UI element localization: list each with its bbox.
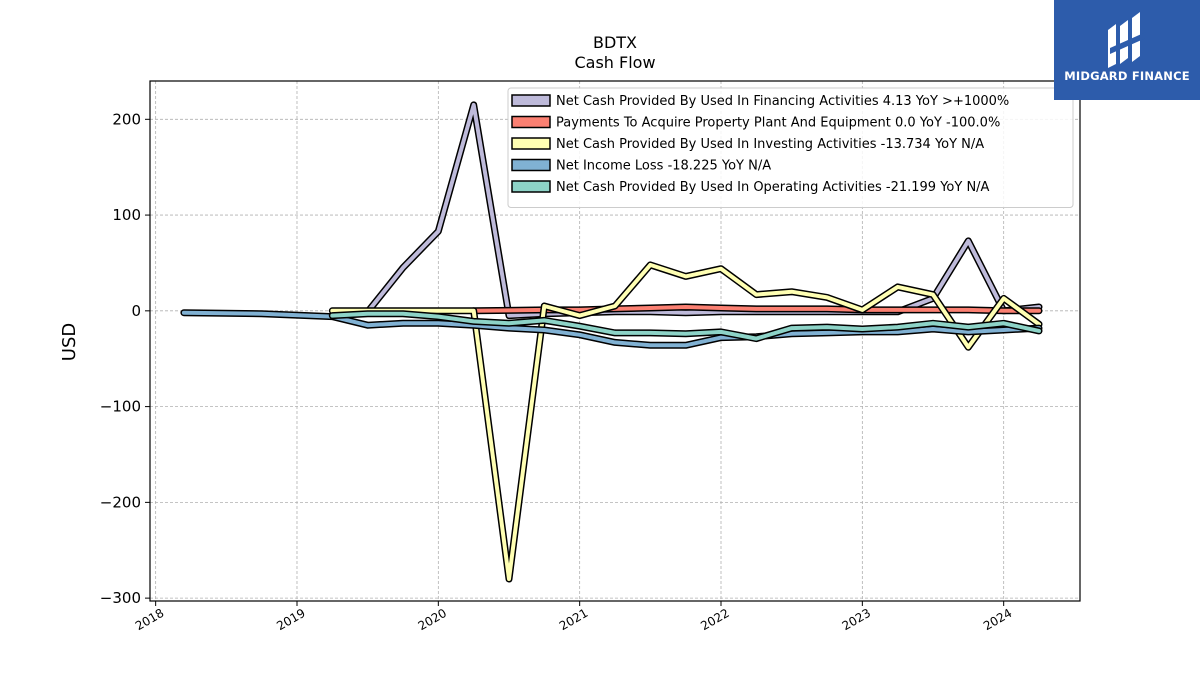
x-tick-label: 2019 [274,606,307,633]
y-tick-label: −300 [100,589,141,607]
series-line-3 [181,310,1041,348]
legend-label-3: Net Income Loss -18.225 YoY N/A [556,159,771,174]
y-tick-label: −100 [100,398,141,416]
legend-swatch-4 [511,180,551,193]
x-tick-label: 2021 [557,606,590,633]
logo-text: MIDGARD FINANCE [1064,69,1190,83]
legend-box [507,87,1074,208]
x-tick-label: 2023 [840,606,873,633]
x-tick-label: 2024 [981,606,1014,633]
legend-swatch-0 [511,94,551,107]
chart-subtitle: Cash Flow [574,53,655,72]
x-tick-label: 2022 [698,606,731,633]
y-tick-label: 0 [131,302,141,320]
y-axis-label: USD [59,323,80,361]
legend-label-1: Payments To Acquire Property Plant And E… [556,116,1000,131]
legend: Net Cash Provided By Used In Financing A… [507,87,1074,208]
legend-swatch-2 [511,137,551,150]
y-tick-label: 100 [112,206,141,224]
series-line-2 [330,262,1041,581]
legend-label-0: Net Cash Provided By Used In Financing A… [556,94,1009,109]
midgard-finance-logo: MIDGARD FINANCE [1054,0,1200,100]
chart-title: BDTX [593,33,637,52]
series-line-4 [330,311,1041,341]
plot-frame [149,80,1081,602]
x-tick-label: 2020 [416,606,449,633]
legend-swatch-1 [511,115,551,129]
series-line-0 [365,102,1041,318]
legend-label-2: Net Cash Provided By Used In Investing A… [556,137,984,152]
series-lines [180,101,1043,583]
midgard-logo-icon [1108,12,1146,68]
y-tick-label: 200 [112,110,141,128]
legend-swatch-3 [511,158,551,172]
legend-label-4: Net Cash Provided By Used In Operating A… [556,180,990,195]
x-tick-label: 2018 [133,606,166,633]
y-tick-label: −200 [100,493,141,511]
